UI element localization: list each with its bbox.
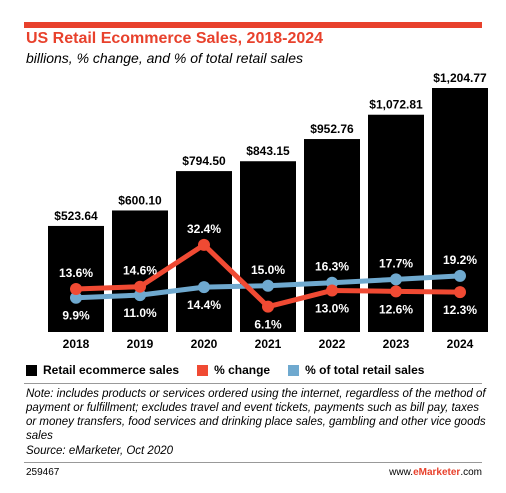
legend-label-sales: Retail ecommerce sales (43, 363, 180, 377)
bar-label-2020: $794.50 (182, 154, 226, 168)
share-label-2020: 14.4% (187, 298, 221, 312)
bar-2023 (368, 114, 424, 332)
bar-label-2024: $1,204.77 (433, 71, 487, 85)
bar-2022 (304, 139, 360, 332)
change-point-2021 (262, 300, 274, 313)
brand-link[interactable]: www.eMarketer.com (389, 467, 482, 478)
bar-label-2019: $600.10 (118, 193, 162, 207)
share-point-2018 (70, 291, 82, 304)
x-tick-2019: 2019 (127, 337, 154, 351)
legend-item-sales: Retail ecommerce sales (26, 363, 179, 377)
share-label-2024: 19.2% (443, 253, 477, 267)
share-label-2018: 9.9% (62, 309, 90, 323)
change-point-2018 (70, 283, 82, 296)
brand-suffix: .com (460, 467, 482, 478)
chart-source: Source: eMarketer, Oct 2020 (26, 445, 174, 457)
brand-prefix: www. (389, 467, 414, 478)
brand-name: eMarketer (413, 467, 461, 478)
x-tick-2024: 2024 (447, 337, 474, 351)
x-tick-2021: 2021 (255, 337, 282, 351)
change-label-2019: 14.6% (123, 264, 157, 278)
x-tick-2023: 2023 (383, 337, 410, 351)
bar-label-2022: $952.76 (310, 122, 354, 136)
legend-item-share: % of total retail sales (288, 363, 424, 377)
bar-2018 (48, 225, 104, 332)
header-accent-bar (24, 22, 482, 28)
legend-swatch-share (288, 364, 300, 376)
share-label-2022: 16.3% (315, 260, 349, 274)
chart-legend: Retail ecommerce sales % change % of tot… (26, 362, 442, 378)
footer-divider (24, 462, 482, 463)
bar-label-2023: $1,072.81 (369, 98, 423, 112)
change-point-2024 (454, 286, 466, 299)
change-label-2023: 12.6% (379, 302, 413, 316)
chart-id: 259467 (26, 467, 60, 478)
change-label-2022: 13.0% (315, 301, 349, 315)
change-point-2023 (390, 285, 402, 298)
bar-2020 (176, 171, 232, 332)
change-point-2022 (326, 284, 338, 297)
share-label-2023: 17.7% (379, 256, 413, 270)
change-point-2020 (198, 238, 210, 251)
legend-swatch-change (197, 364, 209, 376)
change-label-2018: 13.6% (59, 266, 93, 280)
chart-plot-area: $523.64 $600.10 $794.50 $843.15 $952.76 $1,07… (48, 71, 488, 351)
share-point-2021 (262, 279, 274, 292)
share-point-2020 (198, 281, 210, 294)
note-divider (24, 383, 482, 384)
share-point-2019 (134, 289, 146, 302)
change-label-2024: 12.3% (443, 303, 477, 317)
bar-label-2021: $843.15 (246, 144, 290, 158)
x-tick-2020: 2020 (191, 337, 218, 351)
chart-subtitle: billions, % change, and % of total retai… (26, 50, 304, 66)
x-tick-2018: 2018 (63, 337, 90, 351)
legend-item-change: % change (197, 363, 270, 377)
x-tick-2022: 2022 (319, 337, 346, 351)
chart-title: US Retail Ecommerce Sales, 2018-2024 (26, 30, 324, 47)
bar-label-2018: $523.64 (54, 209, 98, 223)
share-label-2019: 11.0% (123, 306, 157, 320)
legend-label-share: % of total retail sales (305, 363, 425, 377)
change-label-2020: 32.4% (187, 222, 221, 236)
legend-label-change: % change (214, 363, 271, 377)
share-point-2024 (454, 269, 466, 282)
chart-note: Note: includes products or services orde… (26, 388, 486, 442)
share-point-2023 (390, 273, 402, 286)
change-point-2019 (134, 280, 146, 293)
change-label-2021: 6.1% (254, 318, 282, 332)
share-label-2021: 15.0% (251, 263, 285, 277)
bar-2019 (112, 210, 168, 332)
legend-swatch-sales (26, 364, 37, 376)
